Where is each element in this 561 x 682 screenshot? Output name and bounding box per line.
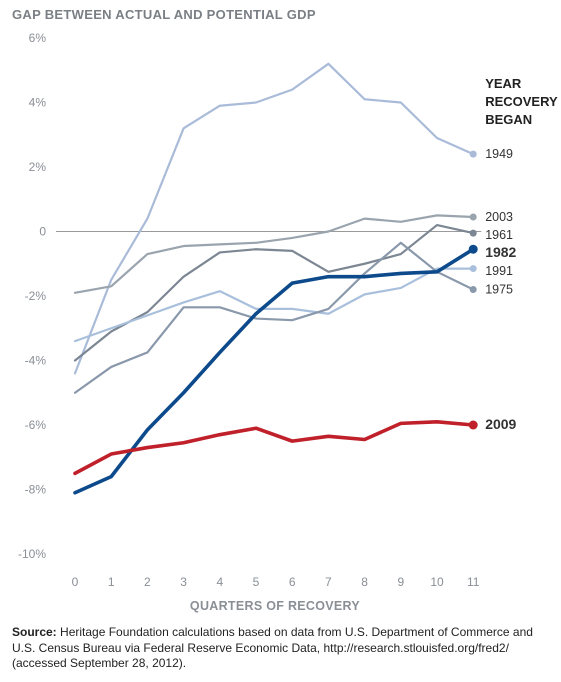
x-tick-label: 5 — [253, 575, 260, 589]
source-text: Heritage Foundation calculations based o… — [12, 625, 533, 670]
x-tick-label: 11 — [467, 575, 480, 589]
y-tick-label: -4% — [25, 354, 47, 368]
series-label-1991: 1991 — [485, 264, 513, 278]
x-tick-label: 1 — [108, 575, 115, 589]
y-tick-label: 6% — [29, 31, 47, 45]
series-end-point-1949 — [469, 150, 477, 158]
x-tick-label: 10 — [430, 575, 444, 589]
y-tick-label: 2% — [29, 160, 47, 174]
series-label-1949: 1949 — [485, 147, 513, 161]
series-line-2009 — [73, 419, 476, 476]
source-label: Source: — [12, 625, 57, 639]
x-tick-label: 2 — [144, 575, 151, 589]
series-line-1982 — [73, 247, 476, 495]
y-tick-label: -2% — [25, 289, 47, 303]
series-end-point-2003 — [469, 213, 477, 221]
series-label-1961: 1961 — [485, 228, 513, 242]
series-labels: 1949 2003 1961 1982 1991 1975 2009 — [485, 147, 516, 432]
series-label-2009: 2009 — [485, 416, 516, 432]
series-end-point-1975 — [469, 286, 477, 294]
series-label-2003: 2003 — [485, 210, 513, 224]
legend-title-line: RECOVERY — [485, 94, 558, 109]
series-lines — [73, 62, 478, 495]
y-tick-label: 0 — [39, 225, 46, 239]
series-end-point-2009 — [468, 420, 478, 430]
y-axis-ticks: 6% 4% 2% 0 -2% -4% -6% -8% -10% — [18, 31, 46, 561]
x-tick-label: 8 — [361, 575, 368, 589]
series-label-1982: 1982 — [485, 244, 516, 260]
source-note: Source: Heritage Foundation calculations… — [12, 625, 557, 672]
series-line-1975 — [73, 241, 475, 394]
x-tick-label: 0 — [72, 575, 79, 589]
series-end-point-1982 — [468, 244, 478, 254]
series-line-2003 — [73, 214, 475, 294]
legend-title-line: YEAR — [485, 76, 522, 91]
series-line-1949 — [73, 62, 475, 375]
y-tick-label: -6% — [25, 418, 47, 432]
series-end-point-1961 — [469, 229, 477, 237]
x-tick-label: 7 — [325, 575, 332, 589]
y-tick-label: -10% — [18, 547, 46, 561]
x-tick-label: 9 — [397, 575, 404, 589]
x-tick-label: 6 — [289, 575, 296, 589]
series-label-1975: 1975 — [485, 283, 513, 297]
x-axis-label: QUARTERS OF RECOVERY — [190, 599, 360, 613]
chart-title: GAP BETWEEN ACTUAL AND POTENTIAL GDP — [12, 7, 316, 22]
x-tick-label: 4 — [216, 575, 223, 589]
y-tick-label: 4% — [29, 96, 47, 110]
series-line-1961 — [73, 223, 475, 362]
series-end-point-1991 — [469, 265, 477, 273]
x-axis-ticks: 0 1 2 3 4 5 6 7 8 9 10 11 — [72, 575, 480, 589]
legend-title: YEAR RECOVERY BEGAN — [485, 76, 558, 127]
series-line-1991 — [73, 267, 475, 343]
x-tick-label: 3 — [180, 575, 187, 589]
y-tick-label: -8% — [25, 483, 47, 497]
legend-title-line: BEGAN — [485, 112, 532, 127]
